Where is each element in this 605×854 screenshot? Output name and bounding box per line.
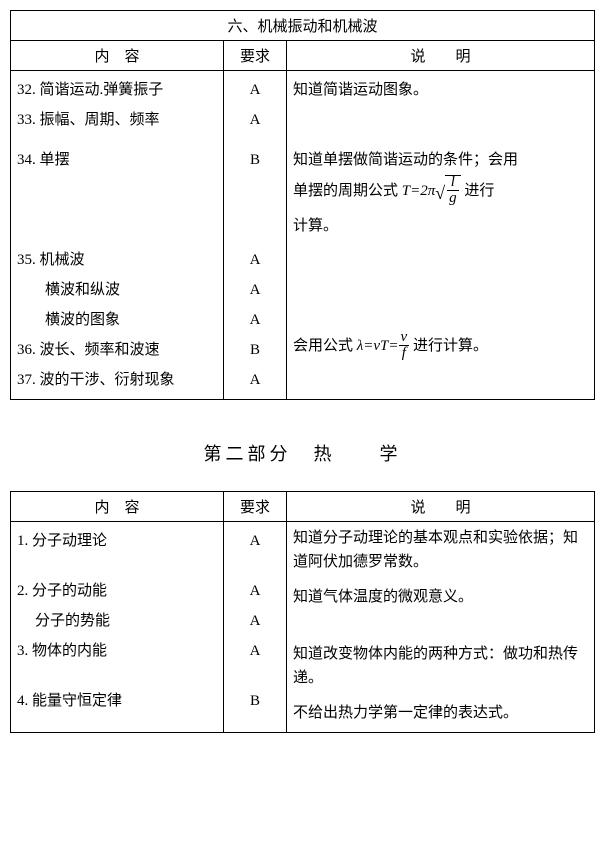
table2-req-cell: A A A A B — [224, 522, 287, 733]
col-header-req: 要求 — [224, 41, 287, 71]
section2-heading: 第二部分 热 学 — [10, 440, 595, 466]
table-thermodynamics: 内 容 要求 说 明 1. 分子动理论 2. 分子的动能 分子的势能 3. 物体… — [10, 491, 595, 733]
table1-desc-cell: 知道简谐运动图象。 知道单摆做简谐运动的条件；会用 单摆的周期公式 T=2πlg… — [287, 71, 595, 400]
col2-header-req: 要求 — [224, 492, 287, 522]
table1-title: 六、机械振动和机械波 — [11, 11, 595, 41]
table2-desc-cell: 知道分子动理论的基本观点和实验依据；知道阿伏加德罗常数。 知道气体温度的微观意义… — [287, 522, 595, 733]
table1-content-cell: 32. 简谐运动.弹簧振子 33. 振幅、周期、频率 34. 单摆 35. 机械… — [11, 71, 224, 400]
table1-req-cell: A A B A A A B A — [224, 71, 287, 400]
col2-header-desc: 说 明 — [287, 492, 595, 522]
col-header-desc: 说 明 — [287, 41, 595, 71]
col-header-content: 内 容 — [11, 41, 224, 71]
col2-header-content: 内 容 — [11, 492, 224, 522]
table2-content-cell: 1. 分子动理论 2. 分子的动能 分子的势能 3. 物体的内能 4. 能量守恒… — [11, 522, 224, 733]
table-mechanical-vibration: 六、机械振动和机械波 内 容 要求 说 明 32. 简谐运动.弹簧振子 33. … — [10, 10, 595, 400]
